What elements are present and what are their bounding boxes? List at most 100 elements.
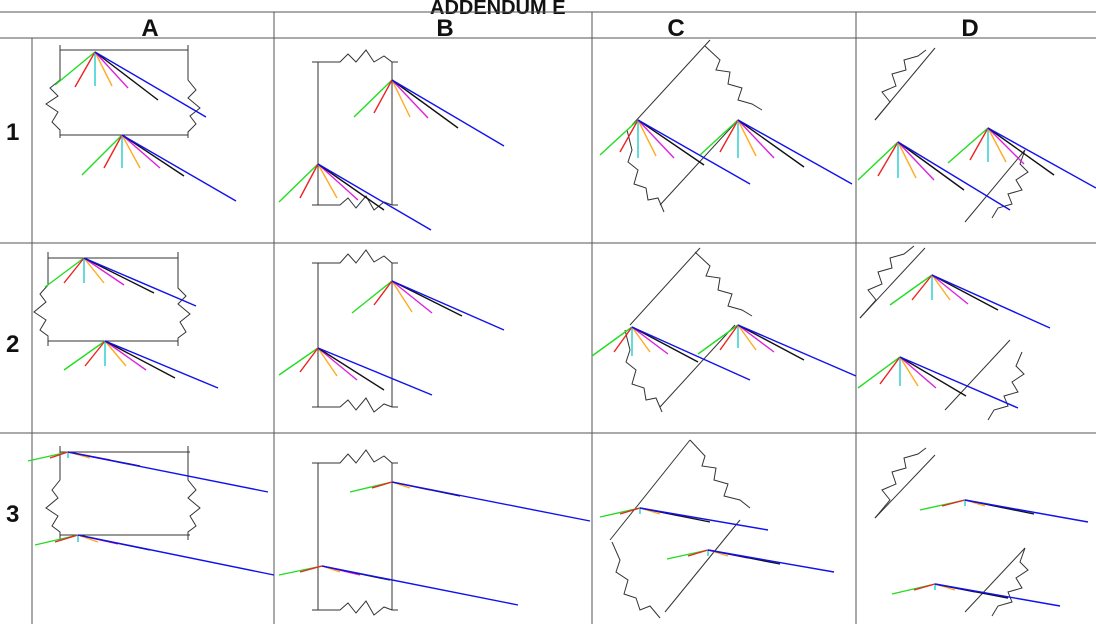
green-ray	[599, 119, 639, 156]
green-ray	[889, 274, 933, 306]
green-ray	[947, 127, 989, 164]
magenta-ray	[317, 347, 358, 381]
blue-ray	[934, 583, 1061, 607]
red-ray	[84, 340, 106, 367]
green-ray	[353, 79, 393, 118]
green-ray	[857, 356, 901, 389]
red-ray	[373, 79, 393, 114]
ray-fan	[278, 565, 519, 606]
blue-ray	[104, 340, 219, 389]
ray-fans	[27, 51, 1096, 607]
magenta-ray	[317, 163, 359, 201]
red-ray	[969, 127, 989, 161]
orange-ray	[637, 119, 657, 157]
green-ray	[81, 134, 123, 176]
partial-title: ADDENDUM E	[430, 0, 566, 19]
wall-a2	[33, 252, 191, 346]
magenta-ray	[94, 51, 129, 89]
black-ray	[317, 163, 385, 211]
red-ray	[879, 356, 901, 385]
red-ray	[371, 481, 393, 489]
green-ray	[351, 280, 393, 314]
black-ray	[631, 326, 699, 363]
green-ray	[44, 257, 85, 288]
orange-ray	[121, 134, 141, 169]
black-ray	[931, 274, 999, 311]
wall-outlines	[33, 39, 1029, 619]
green-ray	[278, 163, 319, 203]
blue-ray	[67, 451, 269, 493]
magenta-ray	[987, 127, 1025, 165]
row-label-1: 1	[6, 119, 19, 146]
ray-fan	[891, 583, 1061, 607]
blue-ray	[987, 127, 1096, 189]
wall-d1	[874, 47, 1029, 223]
green-ray	[278, 347, 319, 376]
red-ray	[619, 119, 639, 153]
green-ray	[699, 119, 739, 156]
orange-ray	[94, 51, 113, 87]
magenta-ray	[83, 257, 125, 286]
ray-fan	[889, 274, 1051, 329]
orange-ray	[391, 280, 413, 313]
magenta-ray	[631, 326, 669, 355]
magenta-ray	[931, 274, 969, 305]
blue-ray	[897, 141, 1011, 211]
wall-a1	[45, 45, 201, 138]
blue-ray	[77, 534, 275, 576]
magenta-ray	[897, 141, 935, 181]
wall-c1	[626, 39, 763, 213]
ray-fan	[54, 51, 207, 118]
orange-ray	[737, 119, 757, 157]
blue-ray	[121, 134, 237, 202]
red-ray	[613, 326, 633, 353]
blue-ray	[94, 51, 207, 118]
ray-fan	[947, 127, 1096, 189]
orange-ray	[897, 141, 917, 179]
black-ray	[737, 324, 805, 361]
red-ray	[373, 280, 393, 306]
ray-fan	[34, 534, 275, 576]
blue-ray	[83, 257, 197, 307]
orange-ray	[987, 127, 1007, 163]
red-ray	[913, 583, 936, 591]
ray-fan	[599, 119, 751, 185]
orange-ray	[631, 326, 651, 353]
magenta-ray	[104, 340, 147, 371]
blue-ray	[931, 274, 1051, 329]
orange-ray	[317, 163, 338, 199]
green-ray	[54, 51, 96, 86]
column-header-b: B	[436, 15, 453, 42]
black-ray	[83, 257, 155, 294]
blue-ray	[391, 280, 505, 331]
magenta-ray	[737, 119, 775, 159]
red-ray	[911, 274, 933, 301]
row-label-3: 3	[6, 501, 19, 528]
black-ray	[899, 356, 967, 397]
ray-fan	[278, 163, 432, 231]
column-header-d: D	[961, 15, 978, 42]
ray-fan	[63, 340, 219, 389]
red-ray	[687, 549, 709, 557]
blue-ray	[899, 356, 1019, 409]
ray-fan	[857, 356, 1019, 409]
ray-fan	[699, 119, 853, 185]
blue-ray	[637, 119, 751, 185]
black-ray	[104, 340, 176, 379]
magenta-ray	[899, 356, 937, 389]
orange-ray	[317, 347, 338, 377]
blue-ray	[317, 347, 433, 396]
red-ray	[299, 163, 319, 199]
blue-ray	[321, 565, 519, 606]
wall-a3	[45, 446, 201, 540]
wall-b2	[312, 249, 398, 413]
black-ray	[897, 141, 965, 191]
blue-ray	[391, 481, 591, 522]
blue-ray	[964, 499, 1089, 523]
black-ray	[391, 79, 459, 129]
ray-fan	[278, 347, 433, 396]
orange-ray	[83, 257, 105, 284]
blue-ray	[737, 324, 857, 377]
red-ray	[63, 257, 85, 284]
